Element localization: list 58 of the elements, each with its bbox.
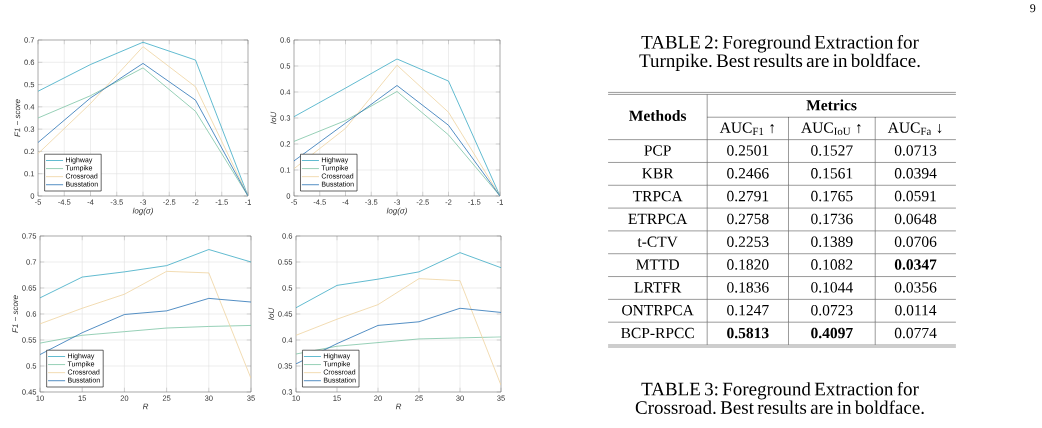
text: 0.1527 <box>811 145 853 156</box>
category-label: TRPCA <box>632 190 683 202</box>
text: 0.1765 <box>811 190 853 202</box>
text: TABLE 2: Foreground Extraction for Turnpike. Best results are in boldface. <box>639 35 920 71</box>
text: 0.1836 <box>727 282 769 293</box>
y-axis-title: F1 − score <box>14 99 21 137</box>
text: 0.2253 <box>727 236 769 248</box>
text: 0.1389 <box>811 236 853 248</box>
x-axis-title: R <box>395 403 402 410</box>
text: 0.2791 <box>727 190 769 202</box>
category-label: AUC$_{F1}$ ↑ <box>719 122 774 135</box>
text: 0.1820 <box>727 259 769 270</box>
text: 0.1247 <box>727 304 769 316</box>
text: 0.0114 <box>895 304 937 316</box>
text: 0.0706 <box>894 236 937 248</box>
line-series <box>40 325 252 344</box>
category-label: KBR <box>642 168 674 179</box>
text: 0.0723 <box>811 304 853 316</box>
text: 0.0347 <box>894 259 937 270</box>
text: 0.2758 <box>727 213 769 225</box>
text: 0.1736 <box>811 213 853 225</box>
category-label: LRTFR <box>634 282 682 293</box>
line-series <box>40 249 252 299</box>
category-label: BCP-RPCC <box>621 327 694 339</box>
category-label: ETRPCA <box>628 213 688 225</box>
y-axis-title: IoU <box>268 307 275 320</box>
y-axis-title: IoU <box>270 111 277 124</box>
text: 0.0648 <box>894 213 937 225</box>
x-axis-title: R <box>142 403 149 410</box>
text: 0.2501 <box>727 145 769 156</box>
text: 0.0394 <box>894 168 937 179</box>
line-series <box>40 270 252 379</box>
line-series <box>296 278 501 386</box>
text: 0.0591 <box>894 190 936 202</box>
text: Metrics <box>806 99 857 111</box>
text: 0.2466 <box>727 168 769 179</box>
category-label: t-CTV <box>637 236 678 248</box>
caption: TABLE 3: Foreground Extraction for Crossroad. Best results are in boldface. <box>635 381 924 415</box>
text: 0.1082 <box>811 259 853 270</box>
text: 0.1561 <box>811 168 853 179</box>
text: 0.1044 <box>811 282 853 293</box>
category-label: PCP <box>644 145 671 156</box>
text: Methods <box>629 110 687 121</box>
text: 0.0356 <box>894 282 937 293</box>
text: 0.0774 <box>894 327 937 339</box>
text: 0.4097 <box>811 327 853 339</box>
category-label: MTTD <box>636 259 679 270</box>
category-label: AUC$_{IoU}$ ↑ <box>801 122 861 135</box>
line-series <box>296 252 501 309</box>
text: 9 <box>1030 4 1036 13</box>
line-series <box>40 297 252 355</box>
y-axis-title: F1 − score <box>12 295 19 333</box>
category-label: ONTRPCA <box>622 305 694 316</box>
x-axis-title: log(σ) <box>386 207 407 216</box>
category-label: AUC$_{Fa}$ ↓ <box>887 122 942 135</box>
text: 0.0713 <box>894 145 937 156</box>
x-axis-title: log(σ) <box>132 207 153 216</box>
text: 0.5813 <box>727 327 769 339</box>
